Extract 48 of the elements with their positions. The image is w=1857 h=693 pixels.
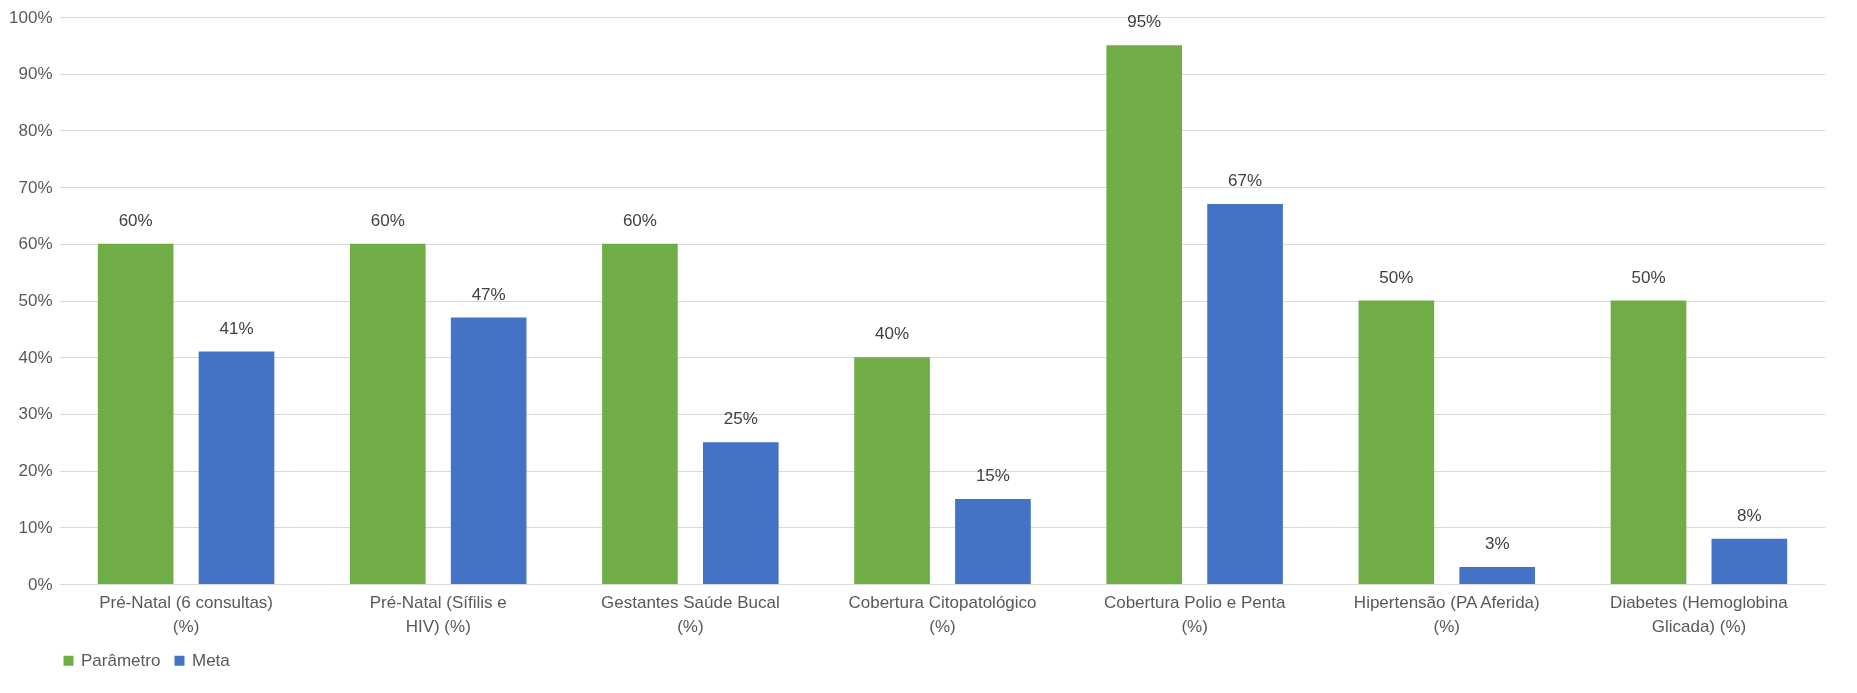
data-label: 50% <box>1379 267 1414 287</box>
bar <box>97 243 174 584</box>
x-tick-label: Hipertensão (PA Aferida) (%) <box>1353 592 1540 636</box>
bar <box>1207 204 1283 584</box>
y-tick-label: 0% <box>27 574 53 594</box>
bar <box>1459 566 1536 584</box>
data-label: 25% <box>723 409 758 429</box>
y-tick-label: 40% <box>18 347 53 367</box>
x-tick-label: Pré-Natal (6 consultas) (%) <box>99 592 273 636</box>
data-label: 50% <box>1631 267 1666 287</box>
y-tick-label: 70% <box>18 177 53 197</box>
x-tick-label: Cobertura Polio e Penta (%) <box>1103 592 1286 636</box>
bar <box>1106 45 1183 584</box>
bar <box>1358 300 1435 584</box>
bar <box>602 243 678 584</box>
data-label: 67% <box>1228 171 1263 191</box>
data-label: 8% <box>1737 505 1762 525</box>
data-label: 40% <box>875 324 910 344</box>
y-tick-label: 10% <box>18 517 53 537</box>
y-tick-label: 100% <box>9 7 53 27</box>
data-label: 47% <box>471 284 506 304</box>
bar <box>1711 538 1788 584</box>
legend-label: Meta <box>192 650 231 670</box>
x-tick-label: Pré-Natal (Sífilis e HIV) (%) <box>369 592 507 636</box>
bar <box>450 317 527 584</box>
y-tick-label: 30% <box>18 404 53 424</box>
bar <box>702 442 779 584</box>
y-tick-label: 90% <box>18 64 53 84</box>
data-label: 41% <box>219 318 254 338</box>
bar <box>854 357 930 584</box>
data-label: 95% <box>1127 12 1162 32</box>
y-tick-label: 50% <box>18 291 53 310</box>
x-tick-label: Diabetes (Hemoglobina Glicada) (%) <box>1610 592 1789 636</box>
data-label: 60% <box>622 210 657 230</box>
data-label: 15% <box>975 465 1010 485</box>
legend-label: Parâmetro <box>81 650 161 670</box>
bar <box>198 351 275 584</box>
data-label: 60% <box>370 210 405 230</box>
x-tick-label: Gestantes Saúde Bucal (%) <box>601 592 780 636</box>
x-tick-label: Cobertura Citopatológico (%) <box>848 592 1037 636</box>
bar <box>1610 300 1687 584</box>
y-tick-label: 60% <box>18 234 53 254</box>
data-label: 3% <box>1484 533 1510 553</box>
y-tick-label: 20% <box>18 461 53 481</box>
y-tick-label: 80% <box>18 120 53 140</box>
bar <box>955 498 1031 584</box>
bar <box>349 243 426 584</box>
data-label: 60% <box>118 210 153 230</box>
